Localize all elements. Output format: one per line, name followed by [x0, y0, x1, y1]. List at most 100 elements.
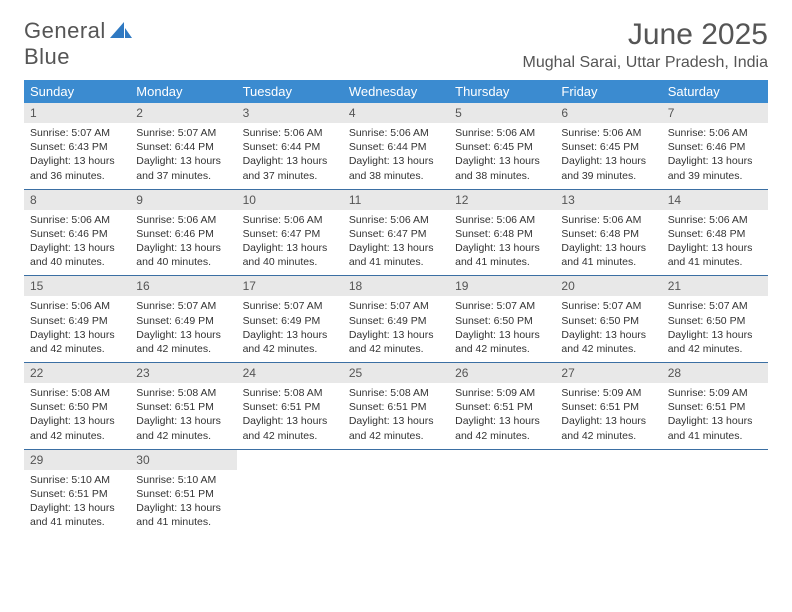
sunrise-line: Sunrise: 5:06 AM: [455, 126, 549, 140]
day-number: 8: [24, 190, 130, 210]
sunset-line: Sunset: 6:51 PM: [455, 400, 549, 414]
logo-sail-icon: [110, 22, 132, 38]
month-title: June 2025: [523, 18, 768, 52]
sunrise-line: Sunrise: 5:06 AM: [668, 213, 762, 227]
sunrise-line: Sunrise: 5:06 AM: [243, 213, 337, 227]
sunset-line: Sunset: 6:48 PM: [455, 227, 549, 241]
daylight-line: Daylight: 13 hours and 42 minutes.: [243, 414, 337, 442]
sunset-line: Sunset: 6:51 PM: [30, 487, 124, 501]
day-cell: 17Sunrise: 5:07 AMSunset: 6:49 PMDayligh…: [237, 276, 343, 362]
day-number: 13: [555, 190, 661, 210]
sunrise-line: Sunrise: 5:06 AM: [561, 126, 655, 140]
day-cell: 30Sunrise: 5:10 AMSunset: 6:51 PMDayligh…: [130, 450, 236, 536]
sunrise-line: Sunrise: 5:07 AM: [349, 299, 443, 313]
day-number: 9: [130, 190, 236, 210]
week-row: 22Sunrise: 5:08 AMSunset: 6:50 PMDayligh…: [24, 363, 768, 450]
daylight-line: Daylight: 13 hours and 41 minutes.: [561, 241, 655, 269]
daylight-line: Daylight: 13 hours and 40 minutes.: [243, 241, 337, 269]
day-number: 25: [343, 363, 449, 383]
day-cell: 29Sunrise: 5:10 AMSunset: 6:51 PMDayligh…: [24, 450, 130, 536]
daylight-line: Daylight: 13 hours and 42 minutes.: [136, 328, 230, 356]
daylight-line: Daylight: 13 hours and 42 minutes.: [668, 328, 762, 356]
day-details: Sunrise: 5:06 AMSunset: 6:47 PMDaylight:…: [237, 210, 343, 276]
sunset-line: Sunset: 6:51 PM: [136, 400, 230, 414]
sunset-line: Sunset: 6:50 PM: [668, 314, 762, 328]
day-cell: 14Sunrise: 5:06 AMSunset: 6:48 PMDayligh…: [662, 190, 768, 276]
day-details: Sunrise: 5:09 AMSunset: 6:51 PMDaylight:…: [662, 383, 768, 449]
daylight-line: Daylight: 13 hours and 41 minutes.: [455, 241, 549, 269]
sunrise-line: Sunrise: 5:06 AM: [455, 213, 549, 227]
day-number: 6: [555, 103, 661, 123]
day-cell: 16Sunrise: 5:07 AMSunset: 6:49 PMDayligh…: [130, 276, 236, 362]
day-cell: 3Sunrise: 5:06 AMSunset: 6:44 PMDaylight…: [237, 103, 343, 189]
daylight-line: Daylight: 13 hours and 42 minutes.: [349, 328, 443, 356]
daylight-line: Daylight: 13 hours and 41 minutes.: [668, 241, 762, 269]
sunrise-line: Sunrise: 5:09 AM: [668, 386, 762, 400]
day-details: Sunrise: 5:06 AMSunset: 6:45 PMDaylight:…: [449, 123, 555, 189]
day-number: 28: [662, 363, 768, 383]
sunrise-line: Sunrise: 5:08 AM: [136, 386, 230, 400]
day-details: Sunrise: 5:07 AMSunset: 6:49 PMDaylight:…: [343, 296, 449, 362]
sunset-line: Sunset: 6:47 PM: [349, 227, 443, 241]
daylight-line: Daylight: 13 hours and 42 minutes.: [243, 328, 337, 356]
day-number: 19: [449, 276, 555, 296]
day-number: 20: [555, 276, 661, 296]
daylight-line: Daylight: 13 hours and 42 minutes.: [349, 414, 443, 442]
day-details: Sunrise: 5:06 AMSunset: 6:49 PMDaylight:…: [24, 296, 130, 362]
sunset-line: Sunset: 6:45 PM: [455, 140, 549, 154]
day-details: Sunrise: 5:07 AMSunset: 6:50 PMDaylight:…: [662, 296, 768, 362]
day-number: 23: [130, 363, 236, 383]
daylight-line: Daylight: 13 hours and 42 minutes.: [561, 414, 655, 442]
daylight-line: Daylight: 13 hours and 42 minutes.: [30, 328, 124, 356]
daylight-line: Daylight: 13 hours and 41 minutes.: [668, 414, 762, 442]
sunrise-line: Sunrise: 5:08 AM: [243, 386, 337, 400]
day-cell: 19Sunrise: 5:07 AMSunset: 6:50 PMDayligh…: [449, 276, 555, 362]
day-number: 29: [24, 450, 130, 470]
daylight-line: Daylight: 13 hours and 42 minutes.: [455, 328, 549, 356]
sunset-line: Sunset: 6:51 PM: [243, 400, 337, 414]
day-number: 7: [662, 103, 768, 123]
sunset-line: Sunset: 6:51 PM: [668, 400, 762, 414]
sunset-line: Sunset: 6:49 PM: [243, 314, 337, 328]
day-number: 4: [343, 103, 449, 123]
location-subtitle: Mughal Sarai, Uttar Pradesh, India: [523, 54, 768, 72]
day-details: Sunrise: 5:06 AMSunset: 6:44 PMDaylight:…: [343, 123, 449, 189]
day-number: 30: [130, 450, 236, 470]
sunset-line: Sunset: 6:44 PM: [136, 140, 230, 154]
day-cell: 25Sunrise: 5:08 AMSunset: 6:51 PMDayligh…: [343, 363, 449, 449]
day-cell: 21Sunrise: 5:07 AMSunset: 6:50 PMDayligh…: [662, 276, 768, 362]
day-details: Sunrise: 5:10 AMSunset: 6:51 PMDaylight:…: [24, 470, 130, 536]
daylight-line: Daylight: 13 hours and 36 minutes.: [30, 154, 124, 182]
daylight-line: Daylight: 13 hours and 37 minutes.: [243, 154, 337, 182]
weekday-header-row: Sunday Monday Tuesday Wednesday Thursday…: [24, 80, 768, 103]
day-number: 22: [24, 363, 130, 383]
weekday-header: Thursday: [449, 80, 555, 103]
week-row: 15Sunrise: 5:06 AMSunset: 6:49 PMDayligh…: [24, 276, 768, 363]
sunset-line: Sunset: 6:44 PM: [349, 140, 443, 154]
day-number: 10: [237, 190, 343, 210]
sunrise-line: Sunrise: 5:06 AM: [349, 126, 443, 140]
daylight-line: Daylight: 13 hours and 37 minutes.: [136, 154, 230, 182]
sunrise-line: Sunrise: 5:07 AM: [30, 126, 124, 140]
sunset-line: Sunset: 6:43 PM: [30, 140, 124, 154]
day-cell: 20Sunrise: 5:07 AMSunset: 6:50 PMDayligh…: [555, 276, 661, 362]
day-number: 21: [662, 276, 768, 296]
sunrise-line: Sunrise: 5:06 AM: [136, 213, 230, 227]
day-details: Sunrise: 5:06 AMSunset: 6:45 PMDaylight:…: [555, 123, 661, 189]
daylight-line: Daylight: 13 hours and 42 minutes.: [30, 414, 124, 442]
daylight-line: Daylight: 13 hours and 42 minutes.: [455, 414, 549, 442]
day-number: 5: [449, 103, 555, 123]
daylight-line: Daylight: 13 hours and 40 minutes.: [136, 241, 230, 269]
sunset-line: Sunset: 6:44 PM: [243, 140, 337, 154]
page-header: General Blue June 2025 Mughal Sarai, Utt…: [24, 18, 768, 72]
daylight-line: Daylight: 13 hours and 41 minutes.: [136, 501, 230, 529]
day-cell: 12Sunrise: 5:06 AMSunset: 6:48 PMDayligh…: [449, 190, 555, 276]
day-cell: 9Sunrise: 5:06 AMSunset: 6:46 PMDaylight…: [130, 190, 236, 276]
sunset-line: Sunset: 6:48 PM: [561, 227, 655, 241]
day-details: Sunrise: 5:06 AMSunset: 6:44 PMDaylight:…: [237, 123, 343, 189]
sunset-line: Sunset: 6:49 PM: [30, 314, 124, 328]
day-cell: 15Sunrise: 5:06 AMSunset: 6:49 PMDayligh…: [24, 276, 130, 362]
day-details: Sunrise: 5:06 AMSunset: 6:46 PMDaylight:…: [130, 210, 236, 276]
daylight-line: Daylight: 13 hours and 38 minutes.: [455, 154, 549, 182]
day-details: Sunrise: 5:08 AMSunset: 6:50 PMDaylight:…: [24, 383, 130, 449]
